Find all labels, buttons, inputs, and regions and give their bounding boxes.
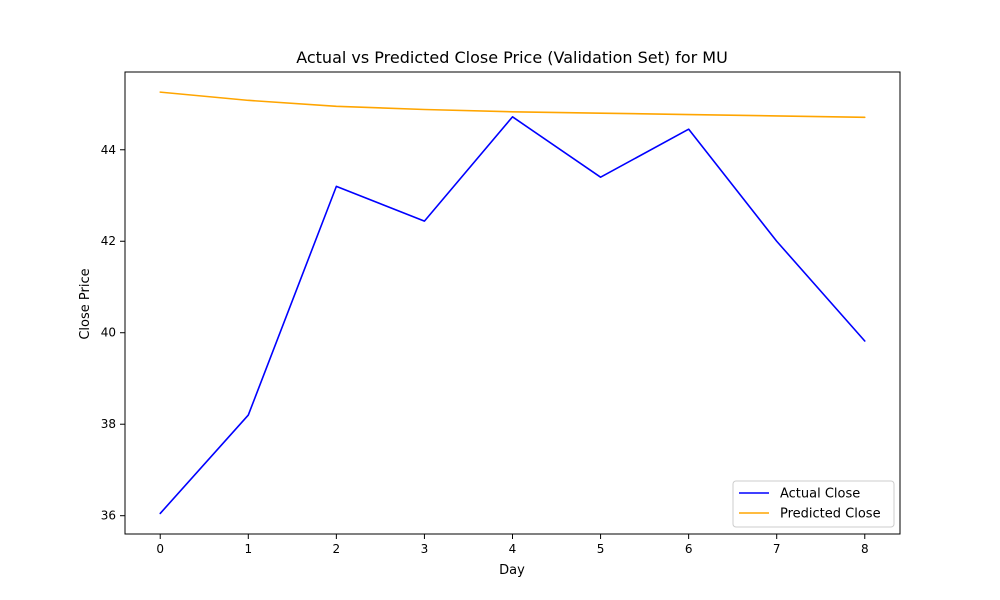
y-tick-label: 38 [101, 417, 116, 431]
x-tick-label: 5 [597, 542, 605, 556]
x-tick-label: 8 [861, 542, 869, 556]
x-axis-label: Day [499, 563, 525, 578]
x-tick-label: 6 [685, 542, 693, 556]
legend: Actual Close Predicted Close [732, 480, 895, 528]
plot-frame [124, 71, 901, 535]
series-line-predicted-close [159, 91, 866, 119]
x-tick-label: 2 [333, 542, 341, 556]
x-axis-ticks: 0 1 2 3 4 5 6 7 8 [156, 534, 869, 556]
series-line-actual-close [159, 116, 866, 515]
y-tick-label: 40 [101, 326, 116, 340]
legend-label-actual-close: Actual Close [780, 487, 860, 502]
chart-title: Actual vs Predicted Close Price (Validat… [296, 48, 728, 67]
y-axis-label: Close Price [78, 268, 93, 339]
plot-area [124, 71, 901, 535]
x-tick-label: 1 [244, 542, 252, 556]
y-tick-label: 36 [101, 509, 116, 523]
legend-label-predicted-close: Predicted Close [780, 507, 881, 522]
legend-box [732, 480, 895, 528]
y-tick-label: 44 [101, 143, 116, 157]
x-tick-label: 0 [156, 542, 164, 556]
y-axis-ticks: 36 38 40 42 44 [101, 143, 125, 523]
x-tick-label: 3 [421, 542, 429, 556]
y-tick-label: 42 [101, 234, 116, 248]
x-tick-label: 7 [773, 542, 781, 556]
x-tick-label: 4 [509, 542, 517, 556]
series-layer [159, 91, 866, 515]
